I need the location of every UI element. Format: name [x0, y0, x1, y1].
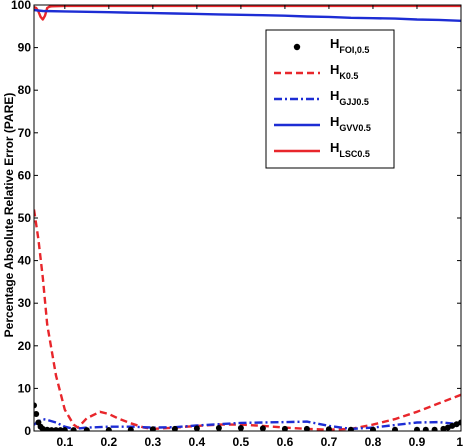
data-point [127, 426, 134, 431]
y-tick-label: 20 [18, 339, 32, 353]
y-tick-label: 100 [11, 0, 31, 12]
data-point [34, 411, 40, 417]
y-tick-label: 0 [24, 424, 31, 438]
x-tick-label: 0.1 [56, 435, 73, 448]
y-tick-label: 40 [18, 254, 32, 268]
legend-box [265, 29, 395, 169]
x-tick-label: 0.6 [277, 435, 294, 448]
y-tick-label: 50 [18, 211, 32, 225]
x-tick-label: 0.2 [100, 435, 117, 448]
y-tick-label: 70 [18, 126, 32, 140]
data-point [171, 425, 178, 431]
x-tick-label: 0.5 [233, 435, 250, 448]
data-point [70, 427, 77, 431]
series-line-gvv0-5 [34, 8, 461, 22]
data-point [215, 425, 222, 431]
data-point [303, 425, 310, 431]
data-point [83, 427, 90, 431]
data-point [347, 426, 354, 431]
x-tick-label: 0.8 [365, 435, 382, 448]
x-tick-label: 0.4 [189, 435, 206, 448]
data-point [34, 402, 37, 409]
x-tick-label: 1 [456, 435, 463, 448]
data-point [422, 426, 429, 431]
y-tick-label: 60 [18, 168, 32, 182]
legend-marker [293, 43, 301, 51]
x-tick-label: 0.3 [145, 435, 162, 448]
plot-layer [34, 5, 461, 431]
y-tick-label: 10 [18, 381, 32, 395]
series-line-k0-5 [34, 209, 461, 431]
data-point [259, 425, 266, 431]
x-tick-label: 0.7 [321, 435, 338, 448]
axis-layer: 0 10 20 30 40 50 60 70 80 90 100 0.1 0.2 0.3 0.4 0.5 0.6… [11, 0, 463, 448]
y-tick-label: 90 [18, 41, 32, 55]
plot-frame [33, 4, 462, 432]
y-axis-label: Percentage Absolute Relative Error (PARE… [2, 93, 16, 338]
data-point [458, 419, 461, 426]
data-point [431, 426, 438, 431]
data-point [392, 426, 398, 431]
x-tick-label: 0.9 [409, 435, 426, 448]
y-tick-label: 30 [18, 296, 32, 310]
y-tick-label: 80 [18, 83, 32, 97]
